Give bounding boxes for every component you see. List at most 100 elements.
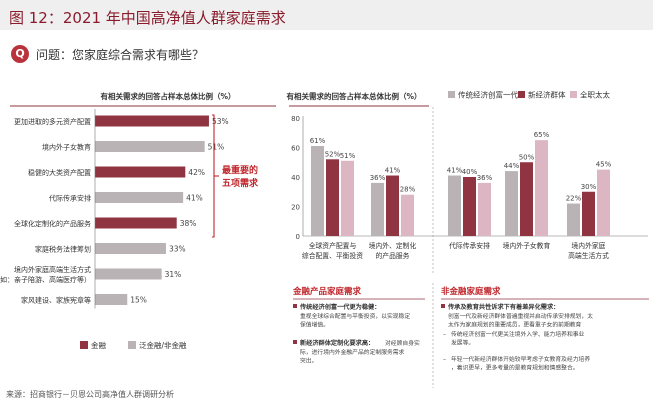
left-chart-title: 有相关需求的回答占样本总体比例（%） — [100, 91, 235, 101]
grouped-bar — [448, 175, 461, 236]
x-category-label: 的产品服务 — [376, 251, 410, 260]
right-grouped-bar-chart: 有相关需求的回答占样本总体比例（%） 传统经济创富一代 新经济群体 全职太太 0 20 40… — [286, 90, 648, 275]
left-box-para1-line: 保值增值。 — [300, 321, 329, 329]
callout-text: 最重要的 — [222, 164, 258, 176]
grouped-bar — [401, 194, 414, 236]
left-value-label: 15% — [130, 296, 147, 305]
left-category-label: 境内外家庭高端生活方式 — [14, 265, 91, 274]
left-bar — [95, 294, 128, 305]
bullet-square — [293, 340, 297, 344]
grouped-bar — [386, 175, 399, 236]
left-bar — [95, 115, 209, 127]
left-bar — [95, 268, 162, 280]
y-tick-label: 0 — [296, 233, 300, 241]
grouped-bar — [326, 159, 339, 236]
left-value-label: 31% — [165, 270, 182, 279]
bullet-square — [293, 304, 297, 308]
grouped-value-label: 50% — [519, 153, 535, 161]
grouped-bar — [567, 203, 580, 236]
title-bar: 图 12：2021 年中国高净值人群家庭需求 — [0, 0, 653, 30]
grouped-bar — [505, 171, 518, 236]
x-category-label: 全球资产配置与 — [309, 241, 357, 250]
x-category-label: 境内外、定制化 — [369, 241, 417, 250]
grouped-bar — [478, 182, 491, 236]
left-bar — [95, 217, 177, 229]
left-category-label: 代际传承安排 — [49, 194, 91, 203]
legend-swatch — [128, 341, 136, 349]
legend-label: 泛金融/非金融 — [139, 340, 187, 350]
bullet-square — [441, 304, 445, 308]
grouped-value-label: 61% — [310, 137, 326, 145]
left-category-label: 全球化定制化的产品服务 — [14, 219, 91, 228]
dash-marker: – — [443, 331, 446, 338]
left-bar — [95, 243, 166, 254]
right-box-head: 传承及教育共性诉求下有着差异化需求： — [447, 303, 559, 311]
left-category-label: 更加进取的多元资产配置 — [14, 117, 91, 126]
legend-label: 金融 — [91, 340, 106, 350]
legend-swatch — [80, 341, 88, 349]
x-category-label: 境内外家庭 — [572, 241, 606, 250]
legend-label: 传统经济创富一代 — [458, 90, 518, 100]
grouped-value-label: 44% — [504, 162, 520, 170]
left-box-para2-line: 际，进行境内外金融产品的定制服务需求 — [300, 348, 405, 356]
grouped-bar — [520, 162, 533, 236]
grouped-value-label: 40% — [462, 168, 478, 176]
left-value-label: 33% — [169, 245, 186, 254]
x-category-label: 代际传承安排 — [449, 241, 490, 250]
right-box-bullet1-line: 传统经济创富一代更关注境外入学、能力培养和事业 — [451, 330, 585, 338]
page-title: 图 12：2021 年中国高净值人群家庭需求 — [9, 9, 286, 27]
grouped-value-label: 41% — [447, 167, 463, 175]
callout-bracket — [212, 114, 215, 238]
left-box-para2-line: 对经顾自身实 — [385, 339, 420, 347]
right-box-bullet2-line: 年轻一代新经济群体开始较早考虑子女教育及经力培养 — [451, 355, 590, 363]
grouped-bar — [371, 182, 384, 236]
legend-label: 全职太太 — [580, 90, 610, 100]
left-bar — [95, 141, 205, 152]
legend-swatch — [570, 91, 577, 98]
grouped-bar — [311, 146, 324, 236]
right-box-line: 创富一代及新经济群体普遍重视并启动传承安排规划，太 — [448, 312, 593, 320]
grouped-value-label: 36% — [477, 174, 493, 182]
source-note: 来源：招商银行－贝恩公司高净值人群调研分析 — [6, 390, 174, 399]
y-tick-label: 60 — [291, 145, 300, 153]
left-category-label: 境内外子女教育 — [42, 143, 91, 152]
grouped-value-label: 41% — [385, 167, 401, 175]
right-box-bullet1-line: 发展等。 — [451, 339, 474, 347]
x-category-label: 综合配置、平衡投资 — [302, 251, 363, 260]
right-box-title: 非金融家庭需求 — [441, 286, 501, 297]
grouped-bar — [341, 160, 354, 236]
left-category-label: 家庭税务法律筹划 — [35, 245, 91, 254]
legend-label: 新经济群体 — [528, 90, 566, 100]
grouped-value-label: 22% — [566, 195, 582, 203]
left-value-label: 51% — [208, 143, 225, 152]
grouped-value-label: 65% — [534, 131, 550, 139]
dash-marker: – — [443, 356, 446, 363]
y-tick-label: 80 — [291, 115, 300, 123]
insight-panel: 金融产品家庭需求传统经济创富一代更为稳健：重视全球综合配置与平衡投资，以实现稳定… — [292, 283, 649, 388]
grouped-value-label: 45% — [596, 161, 612, 169]
left-box-para1-line: 重视全球综合配置与平衡投资，以实现稳定 — [300, 312, 410, 320]
x-category-label: 高端生活方式 — [568, 251, 609, 260]
left-bar — [95, 192, 184, 203]
grouped-value-label: 51% — [340, 152, 356, 160]
left-value-label: 42% — [188, 168, 205, 177]
right-box-bullet2-line: ，着识更早，更多考量的是教育规划和情感整合。 — [451, 364, 579, 372]
grouped-value-label: 30% — [581, 183, 597, 191]
question-icon: Q — [11, 45, 29, 63]
right-chart-title: 有相关需求的回答占样本总体比例（%） — [286, 91, 421, 101]
y-tick-label: 40 — [291, 174, 300, 182]
grouped-bar — [582, 191, 595, 236]
x-category-label: 境内外子女教育 — [503, 241, 551, 250]
grouped-value-label: 36% — [370, 174, 386, 182]
left-box-para1-head: 传统经济创富一代更为稳健： — [299, 303, 380, 311]
left-category-label: （如：亲子陪游、高端医疗等） — [0, 275, 91, 284]
left-bar — [95, 166, 186, 178]
left-box-para2-line: 突出。 — [300, 357, 317, 365]
left-box-title: 金融产品家庭需求 — [292, 286, 362, 297]
right-box-line: 太作为家庭规划的重要成员，更看重子女的前期教育 — [448, 321, 582, 329]
grouped-value-label: 28% — [400, 186, 416, 194]
question-text: 问题：您家庭综合需求有哪些？ — [36, 48, 205, 62]
grouped-bar — [597, 169, 610, 236]
legend-swatch — [518, 91, 525, 98]
grouped-bar — [535, 140, 548, 236]
